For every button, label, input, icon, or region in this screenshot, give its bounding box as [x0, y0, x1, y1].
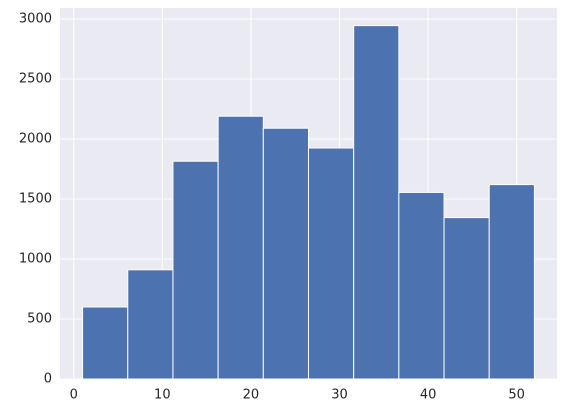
- y-tick-label: 0: [44, 372, 52, 387]
- x-tick-label: 0: [70, 388, 78, 403]
- y-tick-label: 3000: [19, 12, 52, 27]
- bar: [172, 160, 219, 380]
- x-tick-label: 40: [420, 388, 437, 403]
- x-tick-label: 50: [508, 388, 525, 403]
- bar: [398, 191, 445, 380]
- bar: [308, 147, 355, 380]
- x-tick-label: 30: [331, 388, 348, 403]
- y-tick-label: 2000: [19, 132, 52, 147]
- bar: [353, 25, 400, 380]
- y-tick-label: 1500: [19, 192, 52, 207]
- y-tick-label: 500: [27, 312, 52, 327]
- y-tick-label: 2500: [19, 72, 52, 87]
- y-tick-label: 1000: [19, 252, 52, 267]
- bar: [127, 269, 174, 380]
- x-tick-label: 10: [154, 388, 171, 403]
- bar: [217, 115, 264, 380]
- bar: [488, 184, 535, 380]
- bar: [82, 306, 129, 380]
- x-tick-label: 20: [243, 388, 260, 403]
- bar: [262, 127, 309, 380]
- bar: [443, 217, 490, 380]
